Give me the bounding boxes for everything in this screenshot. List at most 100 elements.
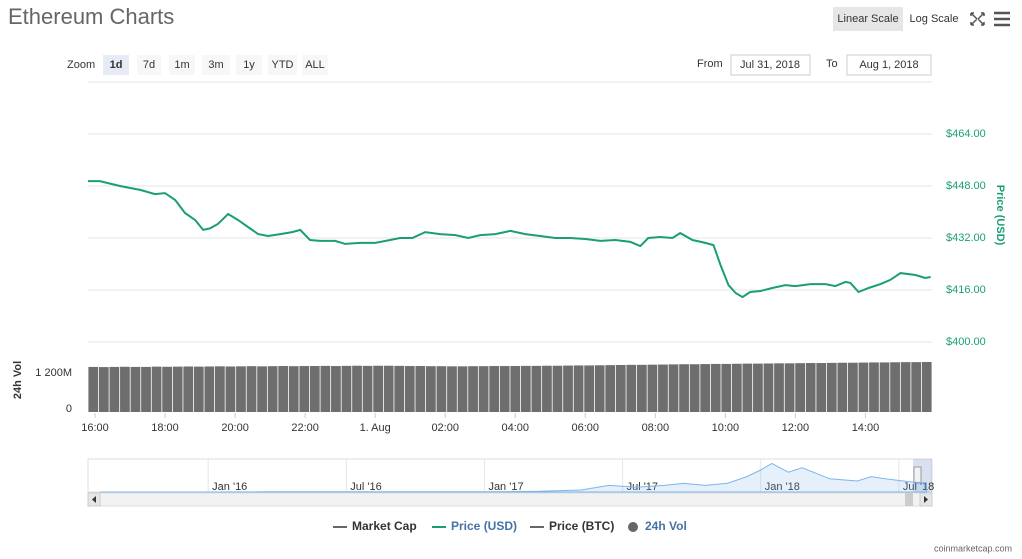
volume-bar — [879, 362, 890, 412]
price-line — [88, 180, 931, 299]
x-tick-label: 06:00 — [572, 422, 600, 434]
volume-bar — [183, 366, 194, 412]
volume-bar — [436, 366, 447, 412]
volume-bar — [415, 366, 426, 412]
scrollbar-thumb[interactable] — [905, 493, 913, 506]
volume-bar — [257, 366, 267, 412]
volume-bar — [731, 363, 742, 412]
zoom-button-label[interactable]: 3m — [208, 59, 223, 71]
x-tick-label: 14:00 — [852, 422, 880, 434]
volume-bar — [911, 362, 922, 412]
zoom-button-label[interactable]: 1d — [110, 59, 123, 71]
volume-bar — [489, 366, 500, 412]
x-tick-label: 04:00 — [501, 422, 529, 434]
zoom-button[interactable] — [169, 55, 195, 75]
volume-bar — [141, 366, 151, 412]
x-tick-label: 08:00 — [642, 422, 670, 434]
volume-bar — [858, 362, 869, 412]
volume-bar — [404, 366, 415, 412]
menu-icon[interactable] — [994, 11, 1010, 27]
x-tick-label: Jan '16 — [212, 481, 247, 493]
x-tick-label: Jan '17 — [488, 481, 523, 493]
volume-bar — [109, 366, 120, 412]
navigator-handle[interactable] — [913, 466, 922, 484]
volume-bar — [710, 363, 721, 412]
zoom-button[interactable] — [137, 55, 161, 75]
navigator-area — [100, 462, 927, 493]
volume-bar — [162, 366, 172, 412]
legend-label[interactable]: Price (BTC) — [549, 519, 614, 533]
volume-bar — [531, 365, 542, 412]
volume-bar — [88, 366, 99, 412]
volume-bar — [320, 365, 331, 412]
volume-bar — [848, 362, 858, 412]
legend-label[interactable]: Price (USD) — [451, 519, 517, 533]
volume-bar — [151, 366, 162, 412]
linear-scale-button[interactable] — [833, 7, 903, 31]
volume-bar — [362, 365, 373, 412]
x-tick-label: 16:00 — [81, 422, 109, 434]
zoom-button-label[interactable]: ALL — [305, 59, 325, 71]
zoom-buttons: 1d 7d 1m 3m 1y YTD ALL — [103, 55, 328, 75]
volume-bar — [278, 366, 289, 412]
zoom-button-label[interactable]: 1y — [243, 59, 255, 71]
to-label: To — [826, 58, 838, 70]
log-scale-label[interactable]: Log Scale — [910, 13, 959, 25]
legend-label[interactable]: Market Cap — [352, 519, 417, 533]
zoom-button[interactable] — [302, 55, 328, 75]
scrollbar-track[interactable] — [87, 492, 933, 507]
zoom-button[interactable] — [202, 55, 230, 75]
legend-label[interactable]: 24h Vol — [645, 519, 687, 533]
volume-bar — [520, 365, 531, 412]
to-date[interactable]: Aug 1, 2018 — [859, 59, 918, 71]
zoom-button-label[interactable]: YTD — [272, 59, 294, 71]
to-input[interactable] — [846, 54, 932, 76]
zoom-button[interactable] — [103, 55, 129, 75]
linear-scale-label[interactable]: Linear Scale — [837, 13, 898, 25]
credit: coinmarketcap.com — [934, 543, 1012, 553]
legend-symbol — [628, 522, 638, 532]
from-input[interactable] — [730, 54, 811, 76]
volume-bar — [784, 363, 795, 412]
volume-bar — [309, 366, 320, 412]
volume-bar — [383, 365, 394, 412]
y-tick-label: 0 — [66, 403, 72, 415]
zoom-button-label[interactable]: 1m — [174, 59, 189, 71]
y-tick-label: $432.00 — [946, 232, 986, 244]
volume-bar — [805, 363, 816, 412]
arrow-right-icon — [924, 496, 928, 503]
zoom-button[interactable] — [236, 55, 262, 75]
from-date[interactable]: Jul 31, 2018 — [740, 59, 800, 71]
from-label: From — [697, 58, 723, 70]
volume-bar — [742, 363, 753, 412]
volume-bar — [658, 364, 668, 412]
volume-bar — [921, 361, 932, 412]
arrow-left-icon — [92, 496, 96, 503]
x-tick-label: 20:00 — [221, 422, 249, 434]
zoom-button-label[interactable]: 7d — [143, 59, 155, 71]
volume-bar — [647, 364, 658, 412]
volume-bar — [225, 366, 236, 412]
y-tick-label: $416.00 — [946, 284, 986, 296]
volume-bar — [615, 364, 626, 412]
volume-bar — [130, 366, 141, 412]
volume-bar — [457, 366, 468, 412]
volume-bar — [826, 362, 837, 412]
volume-bar — [236, 366, 246, 412]
x-tick-label: 18:00 — [151, 422, 179, 434]
volume-bar — [510, 366, 521, 412]
fullscreen-icon[interactable] — [970, 12, 985, 26]
volume-bar — [689, 364, 700, 412]
volume-bar — [573, 365, 584, 412]
zoom-button[interactable] — [268, 55, 297, 75]
x-tick-label: 12:00 — [782, 422, 810, 434]
volume-bar — [447, 366, 457, 412]
volume-bar — [373, 365, 383, 412]
volume-bar — [193, 366, 204, 412]
volume-bar — [120, 366, 130, 412]
volume-bar — [700, 364, 711, 412]
volume-bar — [605, 365, 616, 412]
volume-bar — [837, 362, 848, 412]
price-axis-title: Price (USD) — [994, 185, 1006, 246]
